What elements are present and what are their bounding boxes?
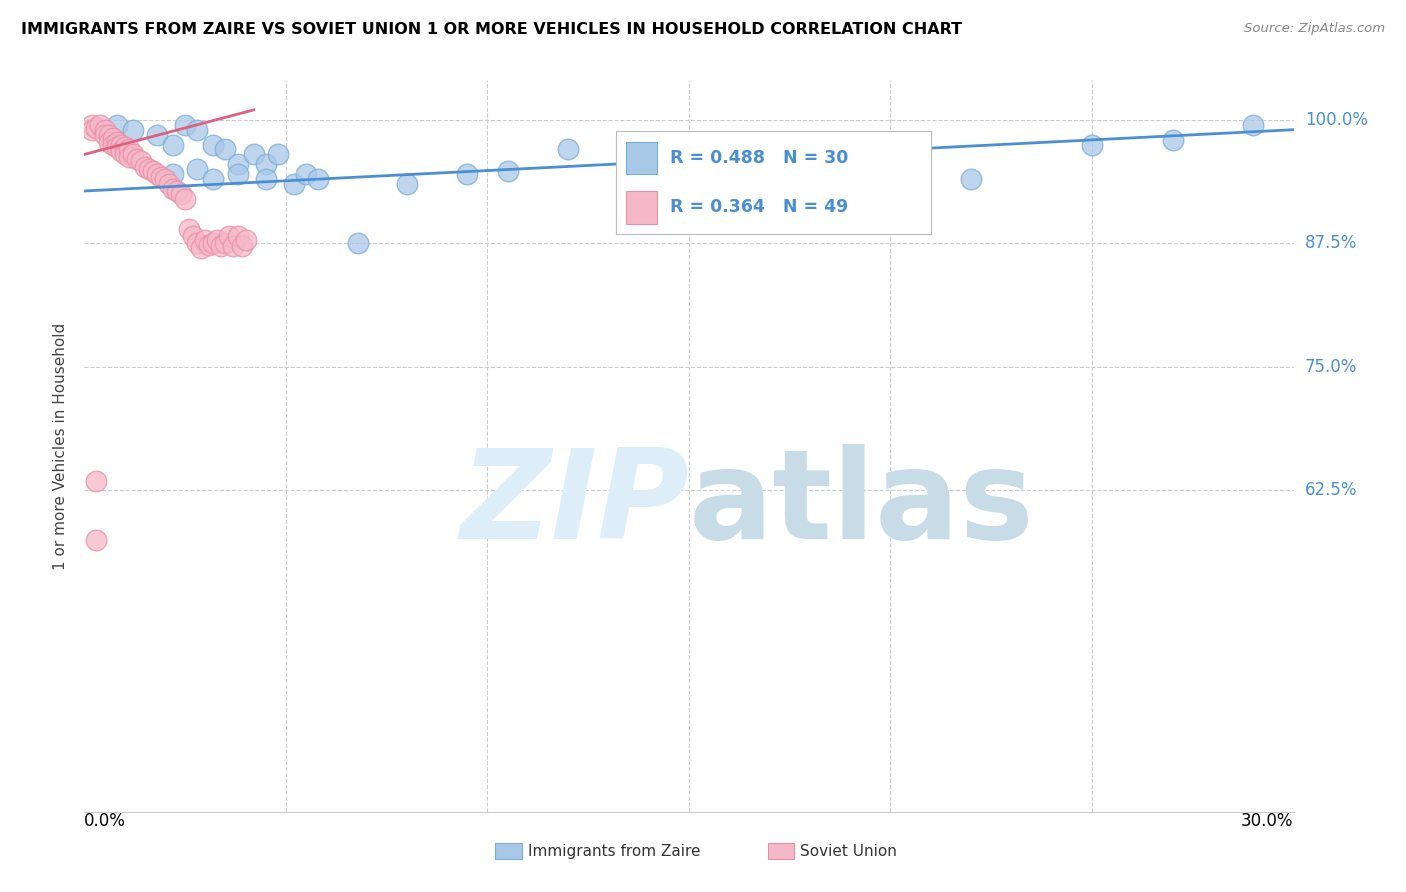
Point <box>496 164 519 178</box>
Point <box>181 229 204 244</box>
Point <box>557 143 579 157</box>
Point <box>86 120 108 135</box>
Point <box>960 172 983 186</box>
Point <box>295 167 318 181</box>
Point <box>179 221 201 235</box>
Point <box>186 236 208 251</box>
Point <box>89 118 111 132</box>
Point <box>1161 132 1184 146</box>
Point <box>101 137 124 152</box>
Point <box>456 167 478 181</box>
Text: 100.0%: 100.0% <box>1305 111 1368 128</box>
Point <box>194 234 217 248</box>
Point <box>1081 137 1104 152</box>
Point <box>347 236 370 251</box>
Text: atlas: atlas <box>689 444 1035 565</box>
Point <box>162 167 184 181</box>
Point <box>242 147 264 161</box>
Point <box>235 234 257 248</box>
Text: Immigrants from Zaire: Immigrants from Zaire <box>529 844 700 859</box>
Point <box>146 128 169 142</box>
Point <box>395 177 418 191</box>
Point <box>146 167 169 181</box>
Bar <box>768 843 794 859</box>
Point <box>214 236 236 251</box>
Point <box>214 143 236 157</box>
Point <box>157 177 180 191</box>
Point <box>170 186 193 201</box>
Point <box>93 122 115 136</box>
Point <box>174 118 197 132</box>
Point <box>174 192 197 206</box>
Point <box>125 153 148 167</box>
Point <box>226 157 249 171</box>
Point <box>198 238 221 252</box>
Point <box>162 137 184 152</box>
Point <box>110 145 132 159</box>
Point <box>226 229 249 244</box>
Point <box>93 128 115 142</box>
Point <box>97 135 120 149</box>
Point <box>97 128 120 142</box>
Point <box>254 172 277 186</box>
Point <box>162 182 184 196</box>
Text: 30.0%: 30.0% <box>1241 812 1294 830</box>
Point <box>209 239 232 253</box>
Point <box>1241 118 1264 132</box>
Point <box>110 137 132 152</box>
Text: 75.0%: 75.0% <box>1305 358 1357 376</box>
Text: Source: ZipAtlas.com: Source: ZipAtlas.com <box>1244 22 1385 36</box>
Point <box>121 122 143 136</box>
Bar <box>495 843 522 859</box>
Point <box>142 164 165 178</box>
Point <box>283 177 305 191</box>
Point <box>105 118 128 132</box>
Point <box>307 172 329 186</box>
Point <box>149 170 172 185</box>
Point <box>202 172 225 186</box>
Text: 62.5%: 62.5% <box>1305 482 1357 500</box>
Point <box>186 162 208 177</box>
Y-axis label: 1 or more Vehicles in Household: 1 or more Vehicles in Household <box>53 322 69 570</box>
Point <box>231 239 253 253</box>
Point <box>101 130 124 145</box>
Point <box>82 122 104 136</box>
Point <box>202 137 225 152</box>
Text: Soviet Union: Soviet Union <box>800 844 897 859</box>
Point <box>82 118 104 132</box>
Point <box>138 162 160 177</box>
Point <box>186 122 208 136</box>
Point <box>202 236 225 251</box>
Point <box>226 167 249 181</box>
Point <box>129 154 152 169</box>
Text: ZIP: ZIP <box>460 444 689 565</box>
Text: IMMIGRANTS FROM ZAIRE VS SOVIET UNION 1 OR MORE VEHICLES IN HOUSEHOLD CORRELATIO: IMMIGRANTS FROM ZAIRE VS SOVIET UNION 1 … <box>21 22 962 37</box>
Point <box>267 147 290 161</box>
Point <box>105 135 128 149</box>
Point <box>114 140 136 154</box>
Point <box>718 153 741 167</box>
Point <box>114 147 136 161</box>
Point <box>105 140 128 154</box>
Point <box>121 147 143 161</box>
Point <box>207 234 229 248</box>
Point <box>86 474 108 488</box>
Text: 0.0%: 0.0% <box>84 812 127 830</box>
Point <box>153 172 176 186</box>
Point <box>118 143 141 157</box>
Point <box>190 241 212 255</box>
Point <box>254 157 277 171</box>
Text: 87.5%: 87.5% <box>1305 235 1357 252</box>
Point <box>134 161 156 175</box>
Point <box>118 150 141 164</box>
Point <box>222 239 245 253</box>
Point <box>218 229 240 244</box>
Point <box>166 184 188 198</box>
Point <box>86 533 108 547</box>
